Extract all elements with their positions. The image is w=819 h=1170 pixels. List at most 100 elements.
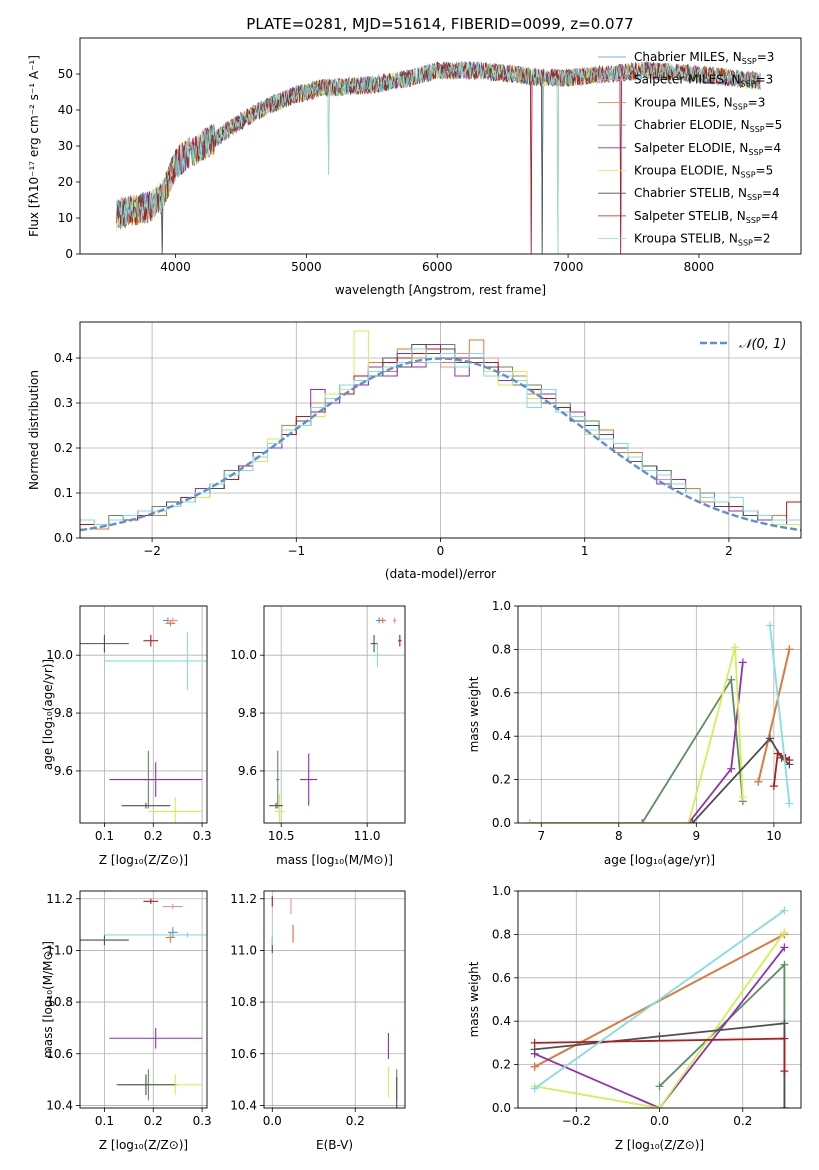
age-vs-Z-errorbar-point [109, 762, 203, 797]
legend-entry-sub: SSP [741, 80, 756, 89]
spectrum-ytick-label: 30 [58, 139, 73, 153]
legend-entry-suffix: =5 [765, 118, 783, 132]
spectrum-frame [79, 37, 802, 255]
massweight-vs-age-panel: 7 8 9 10 0.0 0.2 0.4 0.6 0.8 1.0 age [log₁₀(age/yr… [467, 599, 802, 867]
age-vs-Z-ylabel: age [log₁₀(age/yr)] [41, 659, 55, 770]
age-vs-mass-xtick-label: 11.0 [354, 829, 381, 843]
legend-entry-sub: SSP [750, 125, 765, 134]
residuals-ytick-label: 0.0 [54, 531, 73, 545]
legend-entry-suffix: =3 [756, 73, 774, 87]
massweight-vs-Z-ylabel: mass weight [467, 961, 481, 1037]
age-vs-Z-ytick-label: 10.0 [46, 648, 73, 662]
legend-entry: Kroupa MILES, NSSP=3 [634, 95, 765, 111]
legend-entry-name: Salpeter STELIB, N [634, 209, 746, 223]
mass-vs-EBV-panel: 0.0 0.2 10.4 10.6 10.8 11.0 11.2 E(B-V) [230, 890, 406, 1152]
legend-entry-suffix: =4 [762, 186, 780, 200]
residuals-xtick-label: −1 [287, 544, 305, 558]
mass-vs-EBV-ytick-label: 10.6 [230, 1047, 257, 1061]
massweight-vs-age-xlabel: age [log₁₀(age/yr)] [604, 853, 715, 867]
spectrum-series-line [116, 61, 761, 254]
age-vs-mass-errorbar-point [300, 753, 318, 806]
spectrum-series-line [116, 60, 761, 254]
massweight-vs-age-ytick-label: 0.0 [492, 816, 511, 830]
age-vs-mass-frame [263, 605, 406, 824]
mass-weight-marker [785, 756, 794, 765]
massweight-vs-Z-ytick-label: 1.0 [492, 884, 511, 898]
mass-vs-Z-ytick-label: 10.8 [46, 995, 73, 1009]
massweight-vs-age-frame [517, 605, 802, 824]
massweight-vs-Z-xtick-label: −0.2 [562, 1114, 591, 1128]
massweight-vs-Z-ytick-label: 0.8 [492, 927, 511, 941]
massweight-vs-age-ytick-label: 0.2 [492, 773, 511, 787]
mass-vs-EBV-ytick-label: 11.2 [230, 892, 257, 906]
normal-curve [80, 357, 801, 532]
mass-weight-marker [780, 1067, 789, 1076]
spectrum-ytick-label: 10 [58, 211, 73, 225]
massweight-vs-age-ylabel: mass weight [467, 676, 481, 752]
spectrum-series-line [116, 60, 761, 254]
legend-entry-sub: SSP [733, 102, 748, 111]
legend-entry-name: Chabrier MILES, N [634, 50, 742, 64]
massweight-vs-Z-xtick-label: 0.2 [733, 1114, 752, 1128]
massweight-vs-age-ytick-label: 0.8 [492, 642, 511, 656]
figure-title: PLATE=0281, MJD=51614, FIBERID=0099, z=0… [246, 15, 633, 33]
mass-weight-marker [773, 749, 782, 758]
age-vs-Z-ytick-label: 9.8 [54, 706, 73, 720]
mass-weight-marker [769, 782, 778, 791]
mass-vs-Z-errorbar-point [165, 932, 176, 943]
massweight-vs-Z-xlabel: Z [log₁₀(Z/Z⊙)] [615, 1138, 704, 1152]
mass-vs-EBV-frame [263, 890, 406, 1109]
legend-entry-name: Chabrier ELODIE, N [634, 118, 750, 132]
mass-weight-marker [638, 819, 647, 823]
mass-weight-marker [780, 1019, 789, 1028]
normal-legend-label: 𝒩(0, 1) [739, 337, 786, 352]
legend-entry-suffix: =3 [748, 95, 766, 109]
massweight-vs-age-ytick-label: 1.0 [492, 599, 511, 613]
massweight-vs-Z-plot-area [518, 891, 801, 1108]
residuals-ytick-label: 0.3 [54, 396, 73, 410]
legend-entry-name: Kroupa STELIB, N [634, 232, 738, 246]
mass-weight-marker [780, 1034, 789, 1043]
spectrum-series-line [116, 61, 761, 254]
mass-vs-Z-xtick-label: 0.2 [144, 1114, 163, 1128]
spectrum-xtick-label: 5000 [291, 260, 322, 274]
massweight-vs-Z-xtick-label: 0.0 [650, 1114, 669, 1128]
legend-entry: Chabrier STELIB, NSSP=4 [634, 186, 780, 202]
mass-weight-marker [655, 1082, 664, 1091]
age-vs-Z-errorbar-point [104, 632, 207, 690]
spectrum-xtick-label: 4000 [160, 260, 191, 274]
mass-vs-Z-errorbar-point [163, 903, 183, 910]
massweight-vs-Z-panel: −0.2 0.0 0.2 0.0 0.2 0.4 0.6 0.8 1.0 Z [log₁₀(Z/Z… [467, 884, 802, 1152]
mass-vs-Z-plot-area [80, 891, 207, 1108]
massweight-vs-age-plot-area [518, 606, 801, 823]
legend-entry-sub: SSP [747, 193, 762, 202]
age-vs-mass-xlabel: mass [log₁₀(M/M⊙)] [276, 853, 393, 867]
mass-vs-EBV-plot-area [264, 891, 405, 1108]
age-vs-Z-errorbar-point [148, 796, 203, 823]
mass-weight-marker [530, 1038, 539, 1047]
age-vs-Z-panel: 0.1 0.2 0.3 9.6 9.8 10.0 Z [log₁₀(Z/Z⊙)] age [l… [41, 605, 212, 867]
mass-weight-marker [727, 764, 736, 773]
legend-entry: Chabrier MILES, NSSP=3 [634, 50, 774, 66]
residual-histogram [80, 348, 801, 538]
age-vs-Z-errorbar-point [165, 620, 176, 627]
mass-weight-marker [738, 792, 747, 801]
massweight-vs-age-xtick-label: 10 [766, 829, 781, 843]
mass-vs-Z-ytick-label: 11.2 [46, 892, 73, 906]
legend-entry-suffix: =5 [756, 164, 774, 178]
mass-vs-EBV-ytick-label: 10.4 [230, 1098, 257, 1112]
mass-weight-marker [731, 643, 740, 652]
mass-weight-line [534, 909, 785, 1090]
age-vs-Z-errorbar-point [121, 802, 171, 809]
spectrum-plot-area [116, 60, 761, 254]
age-vs-mass-xtick-label: 10.5 [268, 829, 295, 843]
massweight-vs-age-ytick-label: 0.4 [492, 729, 511, 743]
spectrum-series-line [116, 61, 761, 254]
mass-weight-marker [780, 943, 789, 952]
legend-entry-sub: SSP [738, 239, 753, 248]
residuals-xtick-label: −2 [143, 544, 161, 558]
legend-entry: Salpeter STELIB, NSSP=4 [634, 209, 778, 225]
mass-weight-marker [525, 819, 534, 823]
